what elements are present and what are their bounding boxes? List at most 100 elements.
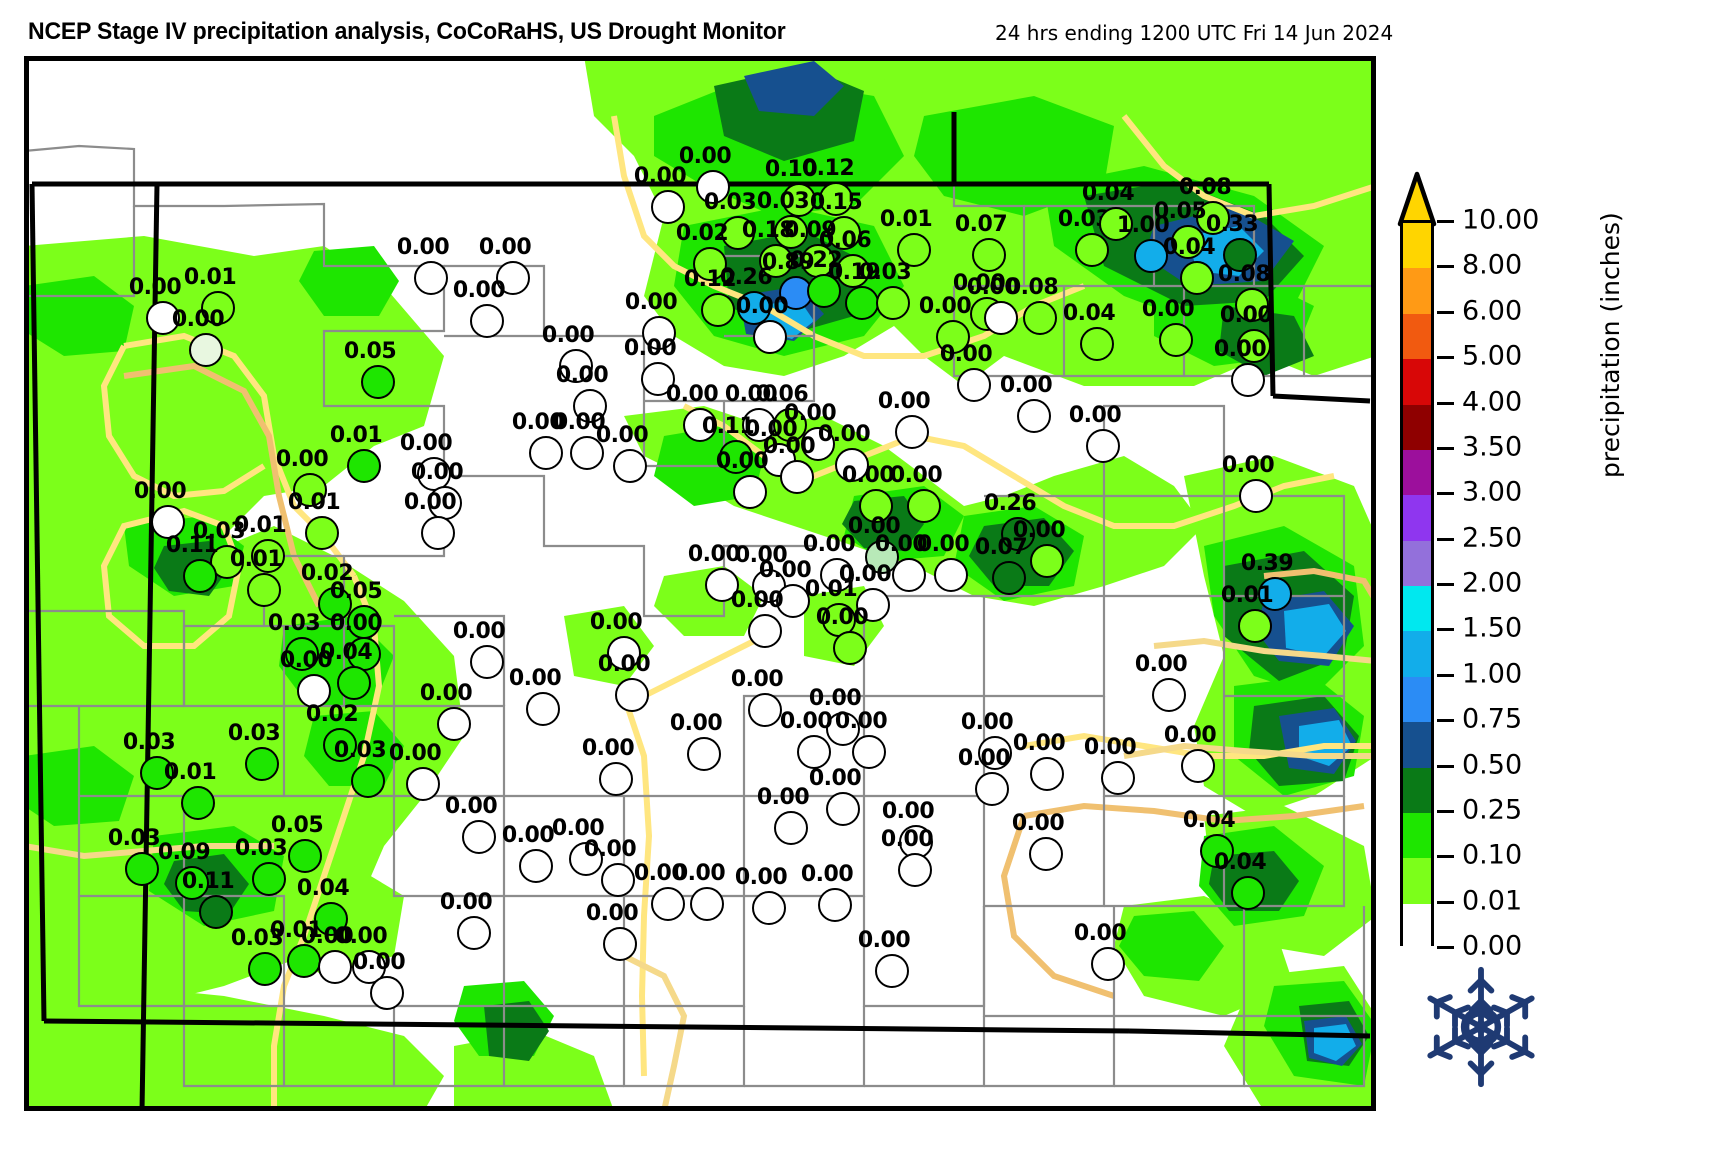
station-dot [1080,327,1114,361]
colorbar-tick-label: 0.01 [1462,885,1523,917]
colorbar-tick-label: 0.75 [1462,703,1523,735]
station-value-label: 0.00 [957,746,1011,771]
station-dot [733,475,767,509]
station-value-label: 0.03 [756,189,810,214]
colorbar-tick-label: 10.00 [1462,204,1540,236]
station-value-label: 0.12 [801,156,855,181]
station-value-label: 0.02 [300,561,354,586]
station-dot [1152,678,1186,712]
station-value-label: 0.89 [761,250,815,275]
colorbar-tick [1437,719,1454,723]
station-value-label: 0.00 [880,827,934,852]
station-value-label: 0.00 [715,449,769,474]
colorbar-tick [1437,401,1454,405]
station-value-label: 0.03 [858,260,912,285]
station-dot [437,707,471,741]
station-dot [613,449,647,483]
station-value-label: 0.05 [1153,199,1207,224]
station-dot [370,976,404,1010]
station-dot [984,301,1018,335]
station-dot [696,170,730,204]
station-value-label: 0.00 [1012,731,1066,756]
station-dot [693,247,727,281]
station-value-label: 0.22 [789,248,843,273]
station-value-label: 0.00 [403,490,457,515]
state-boundaries [24,56,1376,1111]
station-value-label: 0.00 [758,558,812,583]
station-value-label: 0.00 [388,741,442,766]
station-value-label: 0.00 [687,542,741,567]
station-dot [457,916,491,950]
station-dot [351,764,385,798]
station-value-label: 0.01 [183,265,237,290]
station-dot [748,614,782,648]
station-value-label: 0.00 [779,709,833,734]
colorbar-tick-label: 4.00 [1462,386,1523,417]
station-value-label: 0.00 [133,479,187,504]
station-value-label: 0.00 [817,422,871,447]
station-dot [975,772,1009,806]
station-value-label: 0.00 [624,290,678,315]
station-value-label: 0.00 [734,865,788,890]
station-dot [797,735,831,769]
station-value-label: 0.00 [678,144,732,169]
station-value-label: 0.03 [703,190,757,215]
precipitation-map[interactable]: 0.00 0.00 0.10 0.12 0.03 0.03 0.15 0.01 0.07 0.03… [24,56,1376,1111]
state-boundaries-west [139,183,160,1111]
station-value-label: 0.04 [319,640,373,665]
station-value-label: 0.00 [834,709,888,734]
colorbar-tick [1437,265,1454,269]
station-value-label: 0.04 [1182,808,1236,833]
station-value-label: 0.00 [734,543,788,568]
station-dot [245,747,279,781]
station-dot [318,950,352,984]
station-value-label: 0.00 [128,275,182,300]
station-value-label: 0.00 [396,235,450,260]
station-dot [705,568,739,602]
station-value-label: 0.00 [841,463,895,488]
station-dot [1091,947,1125,981]
station-dot [641,362,675,396]
station-dot [421,516,455,550]
station-value-label: 0.15 [809,190,863,215]
station-value-label: 0.06 [755,382,809,407]
colorbar-band [1403,767,1431,814]
station-dot [462,820,496,854]
station-dot [323,728,357,762]
station-dot [859,489,893,523]
station-value-label: 0.26 [719,265,773,290]
colorbar-band [1403,495,1431,542]
station-dot [759,244,793,278]
station-value-label: 0.00 [439,890,493,915]
station-value-label: 0.00 [815,605,869,630]
colorbar-band [1403,676,1431,723]
station-dot [519,849,553,883]
station-dot [252,862,286,896]
station-value-label: 0.09 [783,218,837,243]
station-value-label: 0.00 [756,785,810,810]
station-value-label: 0.00 [585,901,639,926]
colorbar-tick-label: 1.00 [1462,658,1523,690]
station-dot [1180,261,1214,295]
station-dot [826,792,860,826]
colorbar-tick-label: 0.25 [1462,794,1523,826]
station-value-label: 0.01 [287,490,341,515]
colorbar-tick [1437,673,1454,677]
station-dot [748,693,782,727]
station-dot [181,786,215,820]
colorbar-tick [1437,946,1454,949]
page-title: NCEP Stage IV precipitation analysis, Co… [28,18,786,45]
station-dot [1237,329,1271,363]
colorbar-tick [1437,583,1454,586]
station-value-label: 0.00 [1073,921,1127,946]
station-dot [907,489,941,523]
station-dot [780,460,814,494]
station-value-label: 0.00 [744,417,798,442]
station-value-label: 0.00 [1219,303,1273,328]
station-value-label: 0.00 [478,235,532,260]
station-dot [1231,363,1265,397]
station-value-label: 0.00 [589,610,643,635]
station-dot [151,505,185,539]
station-value-label: 0.00 [847,514,901,539]
station-value-label: 0.00 [881,799,935,824]
